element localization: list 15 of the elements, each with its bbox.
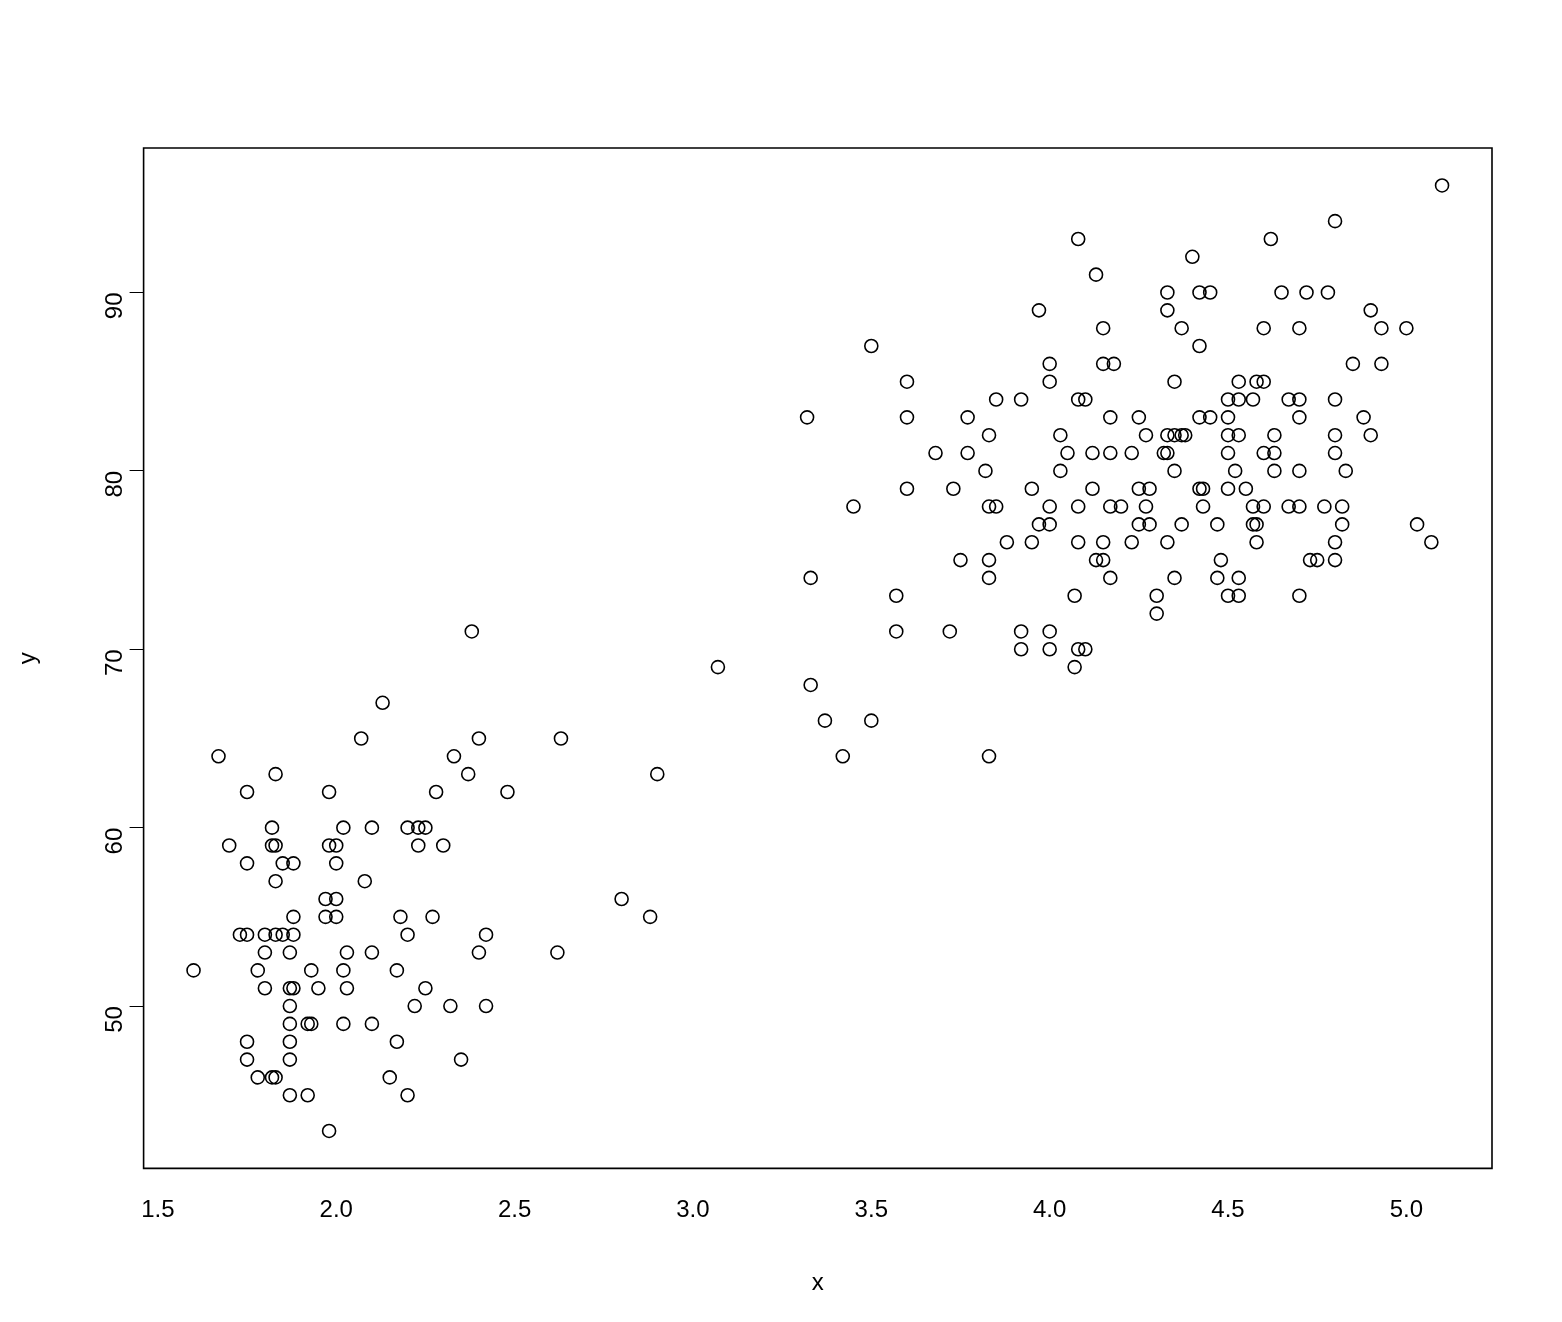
- x-tick-label: 4.5: [1211, 1195, 1245, 1223]
- y-tick-label: 90: [100, 292, 128, 320]
- x-tick-label: 3.0: [676, 1195, 710, 1223]
- x-tick-label: 3.5: [854, 1195, 888, 1223]
- y-tick-label: 70: [100, 649, 128, 676]
- x-tick-label: 5.0: [1389, 1195, 1424, 1223]
- x-tick-label: 4.0: [1032, 1195, 1067, 1223]
- x-tick-label: 2.0: [319, 1195, 353, 1223]
- y-axis-title: y: [13, 652, 41, 665]
- y-tick-label: 80: [100, 470, 128, 498]
- x-axis-title: x: [811, 1268, 824, 1296]
- y-tick-label: 60: [100, 827, 128, 855]
- x-tick-label: 2.5: [497, 1195, 532, 1223]
- x-tick-label: 1.5: [141, 1195, 175, 1223]
- y-tick-label: 50: [100, 1006, 128, 1033]
